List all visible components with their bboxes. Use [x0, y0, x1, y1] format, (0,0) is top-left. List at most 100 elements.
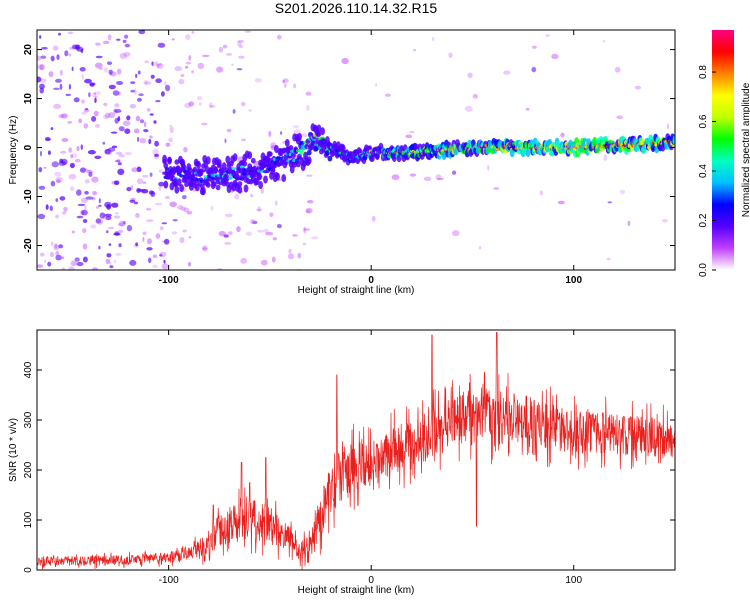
noise-blob [143, 80, 149, 85]
noise-blob [54, 243, 58, 249]
noise-blob [92, 191, 98, 196]
noise-blob [94, 123, 101, 128]
noise-blob [154, 202, 163, 206]
noise-blob [252, 220, 258, 225]
noise-blob [39, 64, 45, 71]
ridge-cell [162, 154, 168, 163]
noise-blob [106, 61, 113, 65]
noise-blob [123, 52, 131, 57]
noise-blob [76, 145, 80, 152]
noise-blob [53, 87, 60, 91]
ridge-cell [314, 145, 319, 152]
ridge-cell [250, 157, 256, 164]
noise-blob [210, 205, 214, 211]
noise-blob [171, 38, 175, 41]
noise-blob [151, 62, 158, 67]
noise-blob [79, 167, 87, 173]
noise-blob [452, 170, 457, 175]
noise-blob [405, 134, 413, 139]
noise-blob [85, 196, 94, 200]
noise-blob [142, 181, 147, 184]
ridge-cell [242, 161, 248, 167]
noise-blob [177, 204, 184, 210]
noise-blob [117, 162, 122, 166]
noise-blob [135, 115, 141, 122]
noise-blob [44, 136, 51, 142]
ridge-cell [179, 174, 185, 178]
noise-blob [136, 166, 142, 173]
ridge-cell [209, 175, 215, 184]
noise-blob [55, 254, 62, 261]
figure-title: S201.2026.110.14.32.R15 [275, 0, 438, 16]
noise-blob [107, 147, 116, 152]
noise-blob [65, 93, 71, 97]
noise-blob [246, 231, 252, 237]
noise-blob [81, 209, 88, 216]
noise-blob [73, 97, 80, 103]
noise-blob [260, 187, 265, 194]
noise-blob [432, 36, 435, 42]
noise-blob [38, 167, 43, 173]
noise-blob [122, 221, 126, 225]
noise-blob [129, 199, 136, 203]
y-tick-label: 200 [23, 461, 34, 478]
noise-blob [108, 243, 112, 246]
noise-blob [114, 212, 119, 215]
noise-blob [48, 71, 54, 78]
ridge-cell [509, 149, 515, 158]
noise-blob [280, 131, 283, 135]
noise-blob [107, 34, 112, 41]
noise-blob [49, 205, 53, 212]
noise-blob [182, 229, 187, 233]
noise-blob [129, 259, 137, 266]
noise-blob [606, 257, 611, 261]
noise-blob [148, 138, 152, 145]
noise-blob [106, 230, 109, 234]
noise-blob [222, 44, 228, 49]
noise-blob [151, 61, 154, 66]
noise-blob [154, 153, 159, 157]
noise-blob [93, 92, 97, 95]
noise-blob [108, 112, 116, 119]
noise-blob [287, 253, 295, 260]
noise-blob [106, 149, 113, 155]
noise-blob [236, 226, 241, 233]
noise-blob [150, 74, 155, 79]
noise-blob [104, 201, 112, 208]
noise-blob [89, 82, 96, 86]
ridge-cell [176, 178, 182, 187]
noise-blob [268, 130, 272, 137]
noise-blob [95, 55, 103, 59]
noise-blob [94, 97, 97, 104]
noise-blob [225, 53, 233, 56]
noise-blob [201, 122, 208, 126]
noise-blob [161, 91, 165, 97]
noise-blob [142, 231, 147, 236]
noise-blob [68, 147, 72, 153]
noise-blob [147, 238, 152, 245]
noise-blob [41, 46, 48, 50]
ridge-cell [325, 150, 330, 156]
noise-blob [152, 264, 158, 268]
noise-blob [257, 206, 261, 212]
noise-blob [155, 100, 161, 103]
y-tick-label: 100 [23, 511, 34, 528]
noise-blob [274, 200, 278, 206]
ridge-cell [220, 170, 226, 174]
noise-blob [154, 140, 160, 147]
noise-blob [218, 46, 224, 53]
noise-blob [55, 214, 60, 219]
noise-blob [55, 250, 60, 256]
noise-blob [292, 234, 298, 237]
noise-blob [165, 84, 171, 92]
noise-blob [113, 259, 117, 264]
noise-blob [112, 90, 120, 96]
noise-blob [96, 206, 99, 209]
noise-blob [627, 220, 631, 226]
noise-blob [409, 130, 415, 134]
ridge-cell [204, 166, 210, 172]
noise-blob [292, 125, 300, 129]
noise-blob [55, 78, 62, 83]
noise-blob [234, 193, 240, 200]
snr-xlabel: Height of straight line (km) [298, 585, 415, 596]
